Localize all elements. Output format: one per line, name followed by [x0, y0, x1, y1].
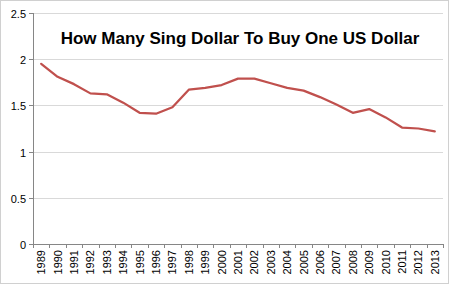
x-tick [181, 244, 182, 248]
x-tick-label: 1989 [35, 250, 47, 274]
x-tick-label: 1996 [150, 250, 162, 274]
x-tick [246, 244, 247, 248]
x-tick-label: 2001 [232, 250, 244, 274]
x-tick-label: 1998 [183, 250, 195, 274]
y-tick [29, 244, 33, 245]
x-tick-label: 1995 [134, 250, 146, 274]
x-tick-label: 1997 [166, 250, 178, 274]
x-tick [33, 244, 34, 248]
x-tick-label: 1990 [52, 250, 64, 274]
x-tick-label: 1994 [117, 250, 129, 274]
chart-container: 0 0.5 1 1.5 2 2.5 1989 1990 1991 1992 1993 1994 1995… [0, 0, 449, 284]
x-tick-label: 2004 [281, 250, 293, 274]
x-tick-label: 2012 [412, 250, 424, 274]
x-tick-label: 2008 [347, 250, 359, 274]
x-tick [295, 244, 296, 248]
x-tick [443, 244, 444, 248]
y-tick [29, 152, 33, 153]
y-tick-label: 2.5 [11, 8, 26, 20]
x-tick [377, 244, 378, 248]
x-tick-label: 1991 [68, 250, 80, 274]
grid-line [33, 59, 443, 60]
x-tick [115, 244, 116, 248]
x-tick-label: 2000 [216, 250, 228, 274]
x-tick [410, 244, 411, 248]
y-tick [29, 59, 33, 60]
x-tick-label: 2010 [380, 250, 392, 274]
x-axis [33, 244, 443, 245]
x-tick-label: 1993 [101, 250, 113, 274]
x-tick [279, 244, 280, 248]
plot-area [41, 64, 435, 131]
y-axis [33, 13, 34, 244]
x-tick [328, 244, 329, 248]
x-tick-label: 2002 [248, 250, 260, 274]
x-tick [427, 244, 428, 248]
x-tick [312, 244, 313, 248]
x-tick-label: 2011 [396, 250, 408, 274]
y-tick [29, 105, 33, 106]
x-tick-label: 2007 [330, 250, 342, 274]
y-tick-label: 1.5 [11, 100, 26, 112]
grid-line [33, 244, 443, 245]
y-tick [29, 13, 33, 14]
x-tick [49, 244, 50, 248]
chart-svg: 0 0.5 1 1.5 2 2.5 1989 1990 1991 1992 1993 1994 1995… [0, 0, 449, 284]
x-tick [164, 244, 165, 248]
x-tick [213, 244, 214, 248]
grid-line [33, 13, 443, 14]
x-tick-label: 2009 [363, 250, 375, 274]
x-tick-label: 2003 [265, 250, 277, 274]
x-tick [361, 244, 362, 248]
x-tick [131, 244, 132, 248]
y-tick-label: 0 [20, 239, 26, 251]
x-tick-label: 1992 [84, 250, 96, 274]
x-tick [82, 244, 83, 248]
x-tick-label: 2005 [298, 250, 310, 274]
x-tick [394, 244, 395, 248]
y-tick-label: 0.5 [11, 193, 26, 205]
chart-title: How Many Sing Dollar To Buy One US Dolla… [61, 29, 420, 48]
x-tick-label: 1999 [199, 250, 211, 274]
x-tick [197, 244, 198, 248]
grid-line [33, 198, 443, 199]
x-tick [263, 244, 264, 248]
x-tick [148, 244, 149, 248]
y-tick-label: 1 [20, 147, 26, 159]
x-tick [345, 244, 346, 248]
y-tick-label: 2 [20, 54, 26, 66]
chart-border [1, 1, 449, 284]
x-tick [99, 244, 100, 248]
x-tick [230, 244, 231, 248]
x-tick-label: 2013 [429, 250, 441, 274]
y-tick [29, 198, 33, 199]
x-tick [66, 244, 67, 248]
grid-line [33, 105, 443, 106]
grid-line [33, 152, 443, 153]
data-line [41, 64, 435, 131]
x-tick-label: 2006 [314, 250, 326, 274]
